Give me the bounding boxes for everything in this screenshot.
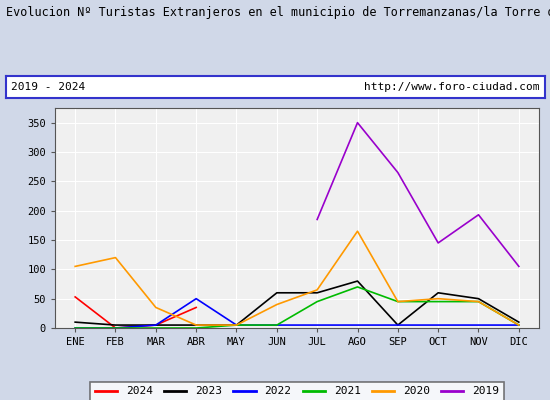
2021 [233, 323, 240, 328]
Line: 2022: 2022 [75, 299, 519, 328]
Line: 2023: 2023 [75, 281, 519, 325]
2024 [193, 305, 200, 310]
2023 [314, 290, 321, 295]
2020 [515, 323, 522, 328]
2021 [394, 299, 401, 304]
2022 [233, 323, 240, 328]
2023 [354, 279, 361, 284]
2024 [112, 326, 119, 330]
2022 [193, 296, 200, 301]
2020 [273, 302, 280, 307]
Text: 2019 - 2024: 2019 - 2024 [11, 82, 85, 92]
2022 [152, 323, 159, 328]
2021 [152, 326, 159, 330]
2021 [112, 326, 119, 330]
2024 [72, 294, 79, 299]
2020 [72, 264, 79, 269]
Line: 2024: 2024 [75, 297, 196, 328]
2021 [273, 323, 280, 328]
2020 [112, 255, 119, 260]
2021 [515, 323, 522, 328]
2020 [394, 299, 401, 304]
2022 [273, 323, 280, 328]
2019 [314, 217, 321, 222]
Text: http://www.foro-ciudad.com: http://www.foro-ciudad.com [364, 82, 539, 92]
2019 [435, 240, 442, 245]
2023 [72, 320, 79, 324]
2020 [152, 305, 159, 310]
2023 [193, 323, 200, 328]
Line: 2019: 2019 [317, 123, 519, 266]
2020 [233, 323, 240, 328]
2022 [314, 323, 321, 328]
2022 [475, 323, 482, 328]
2019 [394, 170, 401, 175]
2021 [72, 326, 79, 330]
2021 [435, 299, 442, 304]
2021 [193, 326, 200, 330]
2020 [435, 296, 442, 301]
2022 [394, 323, 401, 328]
2020 [354, 229, 361, 234]
2023 [435, 290, 442, 295]
2021 [354, 284, 361, 289]
Line: 2021: 2021 [75, 287, 519, 328]
Legend: 2024, 2023, 2022, 2021, 2020, 2019: 2024, 2023, 2022, 2021, 2020, 2019 [90, 382, 504, 400]
2022 [435, 323, 442, 328]
2023 [475, 296, 482, 301]
2023 [394, 323, 401, 328]
2023 [515, 320, 522, 324]
2022 [515, 323, 522, 328]
2020 [193, 323, 200, 328]
2023 [152, 323, 159, 328]
2019 [515, 264, 522, 269]
2019 [475, 212, 482, 217]
Text: Evolucion Nº Turistas Extranjeros en el municipio de Torremanzanas/la Torre de l: Evolucion Nº Turistas Extranjeros en el … [6, 6, 550, 19]
2020 [314, 288, 321, 292]
2022 [72, 326, 79, 330]
2023 [233, 323, 240, 328]
2024 [152, 323, 159, 328]
2022 [354, 323, 361, 328]
Line: 2020: 2020 [75, 231, 519, 325]
2023 [273, 290, 280, 295]
2019 [354, 120, 361, 125]
2020 [475, 299, 482, 304]
2022 [112, 326, 119, 330]
2023 [112, 323, 119, 328]
2021 [314, 299, 321, 304]
2021 [475, 299, 482, 304]
